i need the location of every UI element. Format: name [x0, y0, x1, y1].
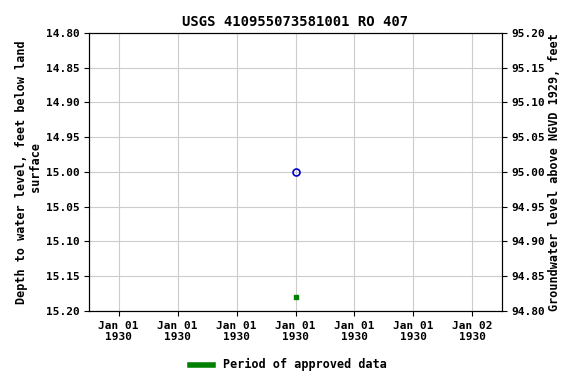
Title: USGS 410955073581001 RO 407: USGS 410955073581001 RO 407	[183, 15, 408, 29]
Legend: Period of approved data: Period of approved data	[185, 354, 391, 376]
Y-axis label: Groundwater level above NGVD 1929, feet: Groundwater level above NGVD 1929, feet	[548, 33, 561, 311]
Y-axis label: Depth to water level, feet below land
 surface: Depth to water level, feet below land su…	[15, 40, 43, 304]
